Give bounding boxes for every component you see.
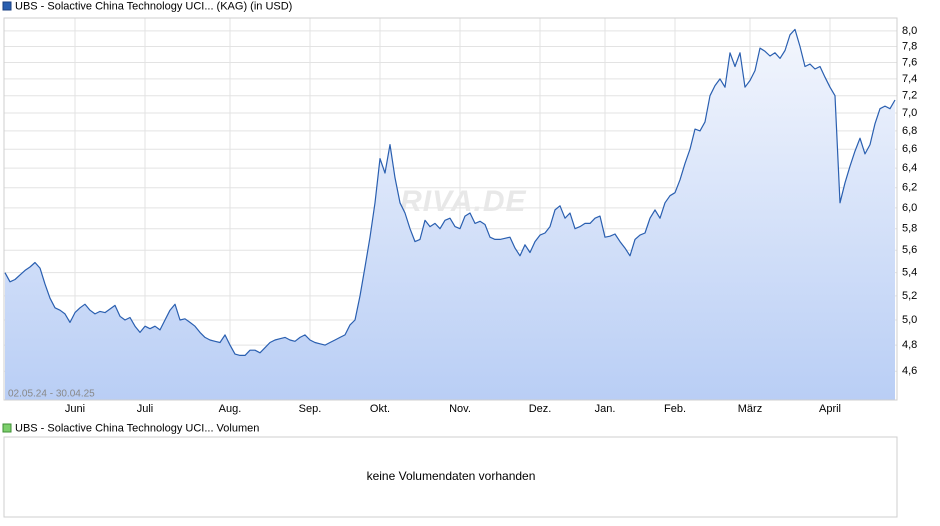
y-tick-label: 5,8 [902,223,917,235]
x-tick-label: April [819,403,841,415]
area [5,29,895,401]
y-tick-label: 4,8 [902,339,917,351]
line [4,28,896,356]
legend-entry: UBS - Solactive China Technology UCI... … [15,0,292,12]
y-tick-label: 5,2 [902,290,917,302]
y-tick-label: 7,6 [902,56,917,68]
y-tick-label: 6,2 [902,182,917,194]
y-tick-label: 4,6 [902,365,917,377]
y-tick-label: 5,0 [902,314,917,326]
x-tick-label: Juli [137,403,154,415]
x-tick-label: März [738,403,762,415]
x-tick-label: Sep. [299,403,322,415]
y-tick-label: 6,6 [902,143,917,155]
volume-title: UBS - Solactive China Technology UCI... … [15,422,259,434]
y-tick-label: 5,4 [902,267,917,279]
x-tick-label: Nov. [449,403,471,415]
y-tick-label: 8,0 [902,25,917,37]
volume-area [3,436,898,518]
y-tick-label: 7,8 [902,40,917,52]
price-chart: UBS - Solactive China Technology UCI... … [2,0,917,415]
x-tick-label: Okt. [370,403,390,415]
y-tick-label: 6,0 [902,202,917,214]
x-tick-label: Jan. [595,403,616,415]
legend-swatch [2,1,12,11]
date-range: 02.05.24 - 30.04.25 [8,389,95,400]
legend-swatch [2,423,12,433]
x-tick-label: Aug. [219,403,242,415]
x-tick-label: Dez. [529,403,552,415]
volume-chart: UBS - Solactive China Technology UCI... … [2,422,898,518]
y-tick-label: 6,4 [902,162,917,174]
plot-border [3,17,898,401]
x-tick-label: Feb. [664,403,686,415]
x-tick-label: Juni [65,403,85,415]
y-tick-label: 6,8 [902,125,917,137]
no-data-message: keine Volumendaten vorhanden [367,469,536,483]
y-tick-label: 7,0 [902,107,917,119]
y-tick-label: 5,6 [902,244,917,256]
y-tick-label: 7,4 [902,73,917,85]
y-tick-label: 7,2 [902,90,917,102]
